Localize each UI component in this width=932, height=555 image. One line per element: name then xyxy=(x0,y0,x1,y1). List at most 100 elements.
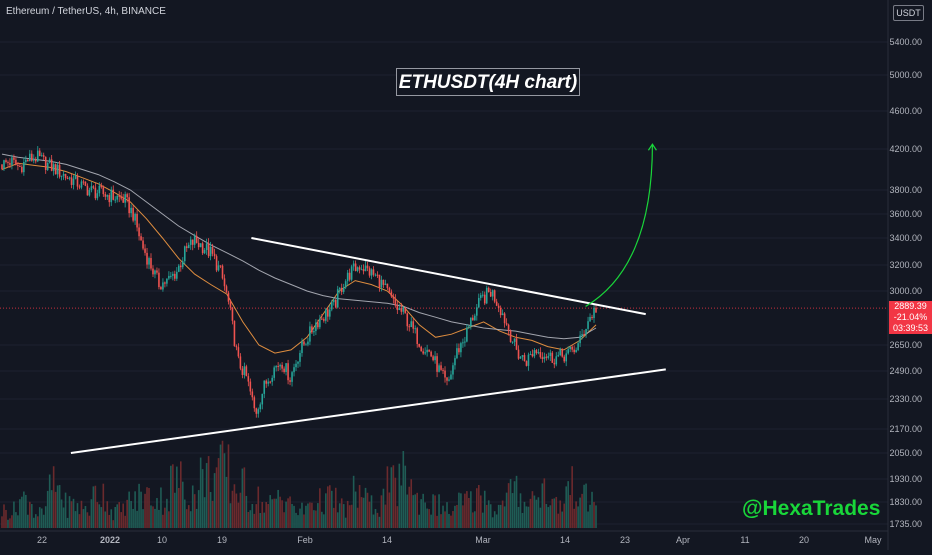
candle-body xyxy=(348,272,351,280)
candle-body xyxy=(281,364,283,369)
volume-bar xyxy=(23,491,25,528)
volume-bar xyxy=(56,485,59,528)
volume-bar xyxy=(13,501,15,528)
volume-bar xyxy=(160,487,162,528)
volume-bar xyxy=(82,509,85,528)
candle-body xyxy=(374,274,377,276)
volume-bar xyxy=(450,515,452,528)
volume-bar xyxy=(406,494,409,528)
time-tick-label: 11 xyxy=(740,535,749,545)
candle-body xyxy=(273,367,275,378)
price-tick-label: 3800.00 xyxy=(889,185,922,195)
volume-bar xyxy=(76,503,79,528)
volume-bar xyxy=(436,515,438,528)
candle-body xyxy=(505,323,508,325)
volume-bar xyxy=(21,496,23,528)
candle-body xyxy=(29,153,31,162)
candle-body xyxy=(189,239,192,245)
volume-bar xyxy=(529,498,532,528)
candle-body xyxy=(589,317,591,322)
volume-bar xyxy=(235,493,238,528)
volume-bar xyxy=(452,511,454,528)
volume-bar xyxy=(1,516,3,528)
volume-bar xyxy=(309,502,311,528)
trendlines xyxy=(70,143,666,454)
candle-body xyxy=(156,270,158,273)
candle-body xyxy=(203,249,206,254)
candle-body xyxy=(327,309,329,317)
currency-badge[interactable]: USDT xyxy=(893,5,924,21)
candle-body xyxy=(378,274,381,288)
candle-body xyxy=(68,177,71,179)
candle-body xyxy=(110,189,113,203)
candle-body xyxy=(340,287,343,292)
candle-body xyxy=(342,287,345,292)
volume-bar xyxy=(261,501,264,528)
volume-bar xyxy=(205,463,208,528)
candle-body xyxy=(595,307,597,313)
volume-bar xyxy=(255,504,258,528)
candle-body xyxy=(116,195,119,200)
candle-body xyxy=(64,173,67,178)
volume-bar xyxy=(183,499,186,528)
volume-bar xyxy=(227,444,230,528)
candle-body xyxy=(166,278,168,284)
volume-bar xyxy=(446,502,448,528)
volume-bar xyxy=(321,511,323,528)
volume-bar xyxy=(547,507,550,528)
candle-body xyxy=(362,269,365,272)
candle-body xyxy=(394,298,397,306)
volume-bar xyxy=(245,495,248,528)
candles xyxy=(1,146,597,418)
candle-body xyxy=(128,197,130,214)
volume-bar xyxy=(289,496,291,528)
volume-bar xyxy=(410,479,413,528)
candle-body xyxy=(408,326,411,328)
volume-bar xyxy=(19,499,21,528)
volume-bar xyxy=(569,495,571,528)
volume-bar xyxy=(25,494,27,528)
volume-bar xyxy=(36,516,39,528)
symbol-title[interactable]: Ethereum / TetherUS, 4h, BINANCE xyxy=(6,6,166,17)
candle-body xyxy=(174,273,176,279)
candle-body xyxy=(275,365,277,368)
candle-body xyxy=(328,309,331,317)
candle-body xyxy=(277,365,279,367)
candle-body xyxy=(17,164,19,167)
candle-body xyxy=(108,195,111,203)
candle-body xyxy=(229,301,232,308)
volume-bar xyxy=(168,511,170,528)
volume-bar xyxy=(325,493,327,528)
volume-bar xyxy=(174,492,176,528)
volume-bar xyxy=(396,506,399,528)
candle-body xyxy=(404,307,407,314)
volume-bar xyxy=(233,484,236,528)
chart-annotation[interactable]: ETHUSDT(4H chart) xyxy=(396,68,580,96)
candle-body xyxy=(565,353,568,362)
volume-bar xyxy=(408,486,411,528)
volume-bar xyxy=(247,512,250,528)
volume-bar xyxy=(539,507,542,528)
price-tick-label: 3200.00 xyxy=(889,260,922,270)
candle-body xyxy=(372,269,375,275)
candle-body xyxy=(106,195,109,197)
volume-bar xyxy=(545,503,548,528)
candle-body xyxy=(309,326,311,342)
candle-body xyxy=(30,153,33,161)
candle-body xyxy=(503,313,506,324)
volume-bar xyxy=(370,495,373,528)
volume-bar xyxy=(531,491,534,528)
volume-bar xyxy=(595,505,597,528)
candle-body xyxy=(34,159,37,162)
candle-body xyxy=(557,355,560,357)
candle-body xyxy=(386,283,389,289)
candle-body xyxy=(178,265,180,272)
candle-body xyxy=(172,273,174,276)
volume-bar xyxy=(543,478,546,528)
candle-body xyxy=(62,173,65,176)
volume-bar xyxy=(285,501,287,528)
candle-body xyxy=(269,381,271,383)
candle-body xyxy=(44,156,47,171)
